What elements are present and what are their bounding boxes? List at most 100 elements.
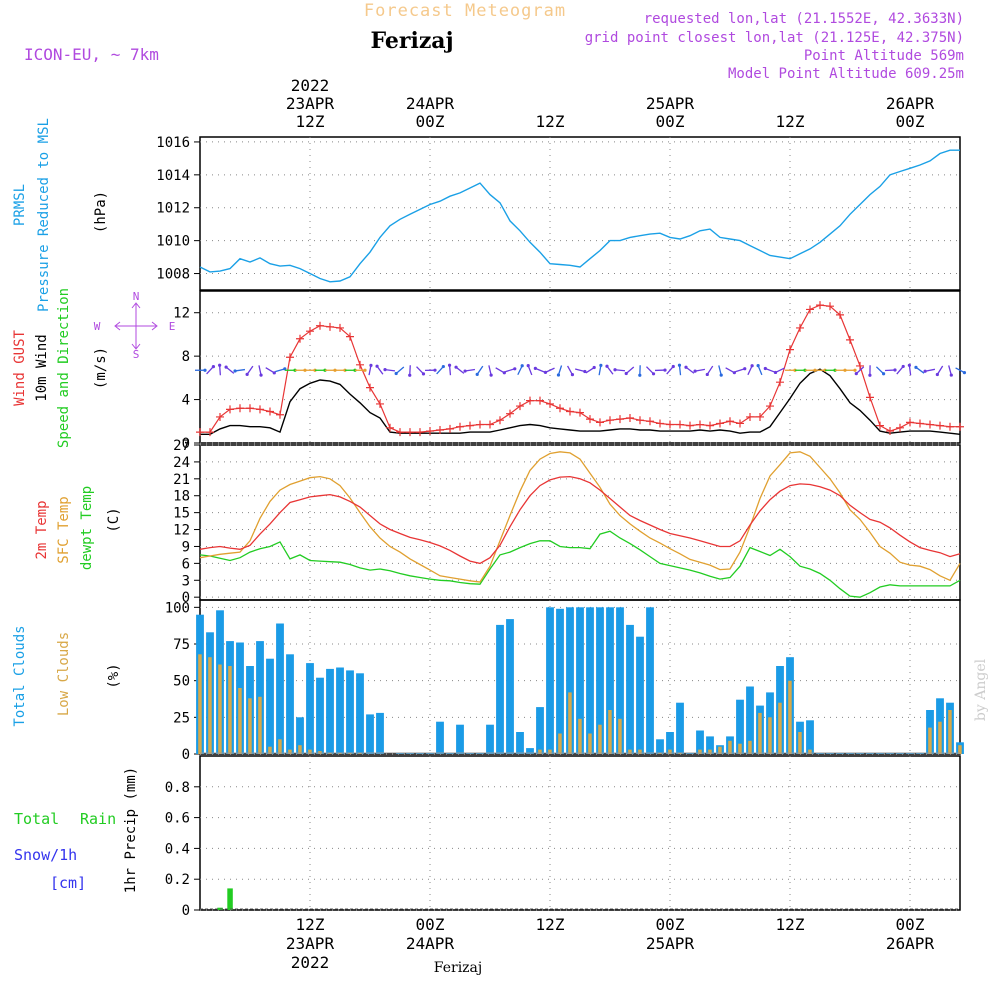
bottom-time-label: 12Z [536, 915, 565, 934]
gust-marker [786, 346, 794, 354]
wind-arrow-head [513, 367, 516, 370]
bottom-time-label: 12Z [296, 915, 325, 934]
dewpoint-line [200, 531, 960, 597]
rain-bar [227, 888, 233, 910]
gust-marker [356, 361, 364, 369]
total-cloud-bar [646, 607, 654, 754]
bottom-time-label: 00Z [896, 915, 925, 934]
top-time-label: 00Z [656, 112, 685, 131]
wind-arrow-head [855, 372, 858, 375]
top-time-label: 2022 [291, 76, 330, 95]
gust-marker [286, 353, 294, 361]
precip-label-total: Total [14, 810, 59, 828]
wind-arrow-head [625, 372, 628, 375]
gust-marker [576, 409, 584, 417]
gust-marker [666, 421, 674, 429]
gust-marker [636, 416, 644, 424]
gust-marker [616, 415, 624, 423]
gust-marker [886, 427, 894, 435]
wind-arrow-head [638, 374, 641, 377]
wind-arrow-head [751, 364, 754, 367]
gust-marker [656, 419, 664, 427]
top-time-label: 12Z [536, 112, 565, 131]
wind-arrow-head [218, 364, 221, 367]
wind-label-direction: Speed and Direction [56, 288, 72, 448]
low-cloud-bar [198, 654, 202, 754]
gust-marker [566, 408, 574, 416]
total-cloud-bar [676, 703, 684, 754]
gust-marker [916, 419, 924, 427]
pressure-label-prmsl: PRMSL [12, 184, 28, 226]
bottom-time-axis: 12Z23APR202200Z24APR12Z 00Z25APR12Z 00Z26A… [286, 915, 935, 972]
bottom-time-label: 00Z [416, 915, 445, 934]
top-time-axis: 202223APR12Z24APR00Z 12Z25APR00Z 12Z26APR0… [286, 76, 935, 131]
gust-marker [416, 428, 424, 436]
total-cloud-bar [546, 607, 554, 754]
total-cloud-bar [656, 739, 664, 754]
gust-marker [406, 428, 414, 436]
wind-arrow-head [678, 364, 681, 367]
gust-marker [326, 323, 334, 331]
low-cloud-bar [588, 734, 592, 755]
wind-arrow-head [490, 374, 493, 377]
bottom-time-label: 24APR [406, 934, 455, 953]
low-cloud-bar [558, 734, 562, 755]
total-cloud-bar [376, 713, 384, 754]
meteogram-title: Forecast Meteogram [364, 1, 566, 21]
wind-arrow-head [534, 367, 537, 370]
gust-marker [266, 408, 274, 416]
wind-ytick-label: 8 [182, 349, 190, 365]
wind-arrow-head [605, 365, 608, 368]
wind-arrow-head [757, 364, 760, 367]
wind-arrow-head [893, 368, 896, 371]
bottom-time-label: 00Z [656, 915, 685, 934]
low-cloud-bar [948, 710, 952, 754]
wind-arrow-head [463, 369, 466, 372]
gust-marker [456, 423, 464, 431]
sfc-temp-line [200, 452, 960, 582]
clouds-ytick-label: 100 [165, 600, 190, 616]
low-cloud-bar [568, 692, 572, 754]
clouds-panel: Total Clouds Low Clouds (%) by Angel 025… [12, 600, 989, 763]
top-time-label: 12Z [776, 112, 805, 131]
wind-arrow-head [923, 370, 926, 373]
low-cloud-bar [728, 741, 732, 754]
pressure-ytick-label: 1010 [156, 234, 190, 250]
pressure-line [200, 150, 960, 282]
gust-marker [746, 413, 754, 421]
wind-frame [200, 291, 960, 443]
gust-marker [276, 411, 284, 419]
top-time-label: 26APR [886, 94, 935, 113]
footer-location: Ferizaj [434, 960, 482, 976]
low-cloud-bar [768, 717, 772, 754]
precip-ytick-label: 0.8 [165, 780, 190, 796]
temperature-ytick-label: 21 [173, 472, 190, 488]
gust-marker [246, 404, 254, 412]
gust-marker [676, 421, 684, 429]
wind-arrow-head [544, 371, 547, 374]
pressure-label-msl: Pressure Reduced to MSL [36, 118, 52, 312]
bottom-time-label: 26APR [886, 934, 935, 953]
wind-arrow-head [363, 369, 366, 372]
bottom-time-label: 23APR [286, 934, 335, 953]
gust-marker [946, 423, 954, 431]
gust-marker [476, 421, 484, 429]
total-cloud-bar [316, 678, 324, 754]
gust-marker [696, 421, 704, 429]
precip-ytick-label: 0.2 [165, 872, 190, 888]
total-cloud-bar [286, 654, 294, 754]
low-cloud-bar [578, 719, 582, 754]
total-cloud-bar [346, 670, 354, 754]
total-cloud-bar [806, 720, 814, 754]
temperature-ytick-label: 15 [173, 506, 190, 522]
wind-label-gust: Wind GUST [12, 330, 28, 406]
clouds-label-total: Total Clouds [12, 625, 28, 726]
gust-marker [776, 378, 784, 386]
wind-arrow-head [663, 368, 666, 371]
gust-marker [856, 362, 864, 370]
temp-2m-line [200, 477, 960, 564]
gust-marker [536, 397, 544, 405]
wind-arrow-head [433, 369, 436, 372]
low-cloud-bar [778, 703, 782, 754]
wind-arrow-head [613, 368, 616, 371]
